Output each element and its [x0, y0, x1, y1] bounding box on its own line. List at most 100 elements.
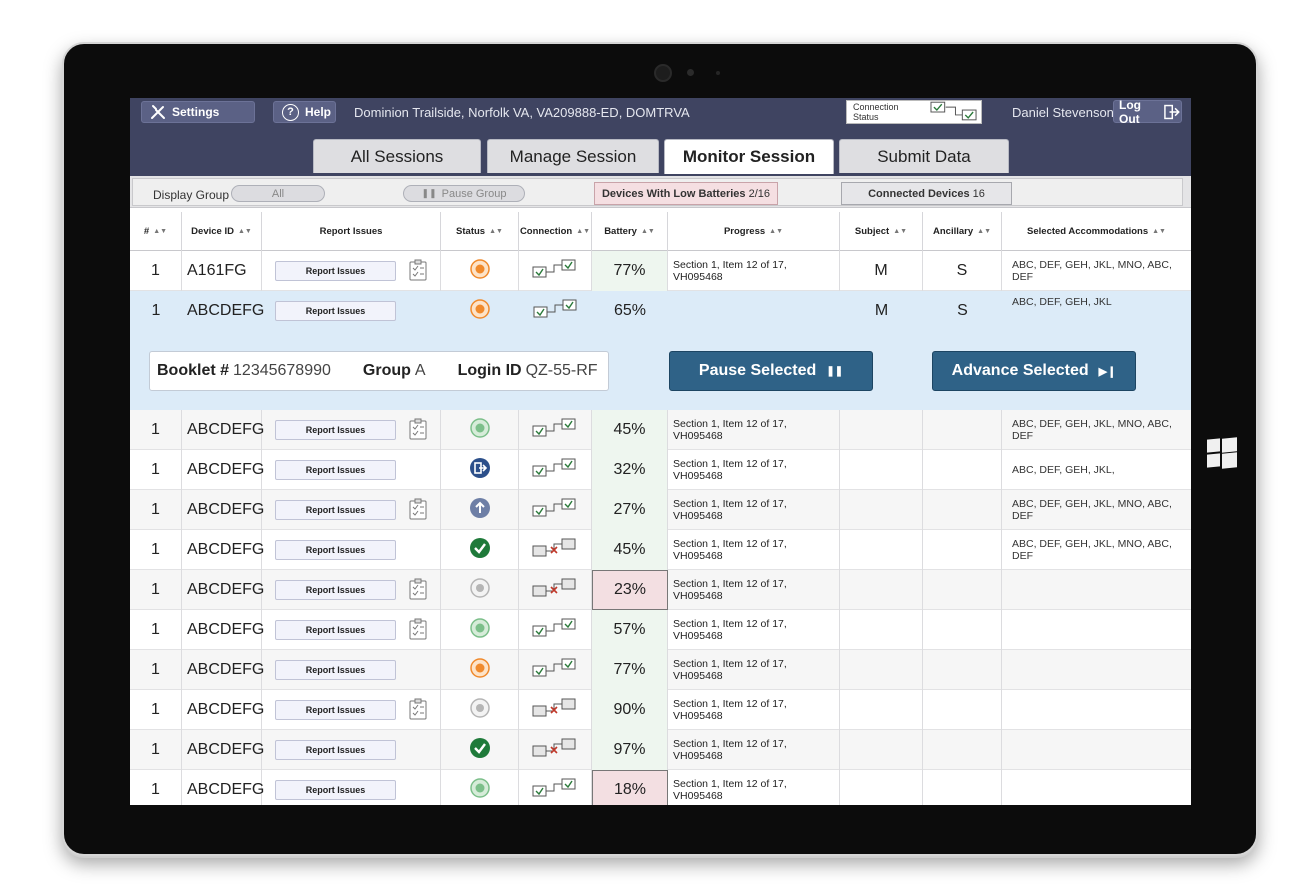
battery-level: 57% [592, 610, 668, 650]
help-button[interactable]: ? Help [273, 101, 336, 123]
connected-devices-count: 16 [972, 187, 985, 200]
report-issues-button[interactable]: Report Issues [275, 540, 396, 560]
col-progress[interactable]: Progress ▲▼ [668, 212, 840, 251]
table-row[interactable]: 1 ABCDEFG Report Issues 32% Section 1, Item … [130, 450, 1191, 490]
connection-cell [519, 730, 592, 770]
connection-bad-icon [532, 537, 578, 564]
status-orange-icon [469, 298, 491, 325]
device-id: ABCDEFG [182, 770, 264, 805]
advance-selected-label: Advance Selected [951, 362, 1089, 379]
advance-selected-button[interactable]: Advance Selected ▶❙ [932, 351, 1136, 391]
row-number: 1 [130, 690, 182, 730]
windows-icon[interactable] [1207, 437, 1237, 469]
clipboard-icon[interactable] [407, 698, 429, 720]
status-check-icon [469, 537, 491, 564]
col-number-label: # [143, 226, 150, 237]
tab-monitor-session[interactable]: Monitor Session [664, 139, 834, 174]
accommodations-text [1002, 770, 1191, 805]
clipboard-icon[interactable] [407, 618, 429, 640]
tools-icon [150, 104, 166, 120]
table-row[interactable]: 1 ABCDEFG Report Issues 97% Section 1, Item … [130, 730, 1191, 770]
status-exit-icon [469, 457, 491, 484]
tab-manage-session[interactable]: Manage Session [487, 139, 659, 173]
report-issues-button[interactable]: Report Issues [275, 261, 396, 281]
report-issues-button[interactable]: Report Issues [275, 580, 396, 600]
table-row[interactable]: 1 ABCDEFG Report Issues 45% Section 1, Item … [130, 530, 1191, 570]
table-row[interactable]: 1 ABCDEFG Report Issues 23% Section 1, Item … [130, 570, 1191, 610]
report-issues-button[interactable]: Report Issues [275, 700, 396, 720]
col-number[interactable]: # ▲▼ [130, 212, 182, 251]
ancillary-value [923, 650, 1002, 690]
row-number: 1 [130, 251, 182, 291]
table-row-selected[interactable]: 1 ABCDEFG Report Issues 65% M S ABC, DEF… [130, 291, 1191, 331]
table-row[interactable]: 1 ABCDEFG Report Issues 45% Section 1, Item … [130, 410, 1191, 450]
report-issues-button[interactable]: Report Issues [275, 660, 396, 680]
report-issues-button[interactable]: Report Issues [275, 460, 396, 480]
status-cell [441, 570, 519, 610]
progress-text [668, 291, 840, 331]
logout-button[interactable]: Log Out [1113, 98, 1182, 126]
clipboard-icon[interactable] [407, 259, 429, 281]
status-cell [441, 291, 519, 331]
connection-status-box[interactable]: Connection Status [846, 100, 982, 124]
clipboard-icon[interactable] [407, 578, 429, 600]
sort-icon: ▲▼ [977, 227, 991, 235]
connection-ok-icon [532, 258, 578, 285]
connection-ok-icon [532, 657, 578, 684]
table-row[interactable]: 1 A161FG Report Issues 77% Section 1, Item 1… [130, 251, 1191, 291]
report-issues-button[interactable]: Report Issues [275, 740, 396, 760]
col-ancillary[interactable]: Ancillary ▲▼ [923, 212, 1002, 251]
accommodations-text [1002, 650, 1191, 690]
col-status-label: Status [456, 226, 486, 237]
device-id: ABCDEFG [182, 530, 264, 570]
low-batteries-filter[interactable]: Devices With Low Batteries 2/16 [594, 182, 778, 205]
table-row[interactable]: 1 ABCDEFG Report Issues 27% Section 1, Item … [130, 490, 1191, 530]
accommodations-text: ABC, DEF, GEH, JKL [1012, 296, 1112, 308]
tab-all-sessions[interactable]: All Sessions [313, 139, 481, 173]
camera [654, 64, 672, 82]
display-group-all-toggle[interactable]: All [231, 185, 325, 202]
login-id-label: Login ID [457, 362, 522, 379]
accommodations-text: ABC, DEF, GEH, JKL, MNO, ABC, DEF [1012, 418, 1172, 442]
connected-devices-filter[interactable]: Connected Devices 16 [841, 182, 1012, 205]
col-battery[interactable]: Battery ▲▼ [592, 212, 668, 251]
report-cell: Report Issues [262, 570, 441, 610]
connection-cell [519, 690, 592, 730]
col-subject[interactable]: Subject ▲▼ [840, 212, 923, 251]
connection-status-label: Connection Status [853, 102, 899, 122]
report-issues-button[interactable]: Report Issues [275, 500, 396, 520]
accommodations-text [1002, 610, 1191, 650]
status-cell [441, 410, 519, 450]
table-row[interactable]: 1 ABCDEFG Report Issues 18% Section 1, Item … [130, 770, 1191, 805]
ancillary-value [923, 610, 1002, 650]
report-cell: Report Issues [262, 490, 441, 530]
device-id: ABCDEFG [182, 650, 264, 690]
report-cell: Report Issues [262, 650, 441, 690]
report-issues-button[interactable]: Report Issues [275, 301, 396, 321]
connection-bad-icon [532, 737, 578, 764]
col-status[interactable]: Status ▲▼ [441, 212, 519, 251]
clipboard-icon[interactable] [407, 498, 429, 520]
table-row[interactable]: 1 ABCDEFG Report Issues 90% Section 1, Item … [130, 690, 1191, 730]
ancillary-value: S [923, 251, 1002, 291]
report-issues-button[interactable]: Report Issues [275, 780, 396, 800]
sort-icon: ▲▼ [576, 227, 591, 235]
battery-level: 18% [592, 770, 668, 805]
report-issues-button[interactable]: Report Issues [275, 620, 396, 640]
ancillary-value [923, 690, 1002, 730]
table-row[interactable]: 1 ABCDEFG Report Issues 57% Section 1, Item … [130, 610, 1191, 650]
app-screen: Settings ? Help Dominion Trailside, Norf… [130, 98, 1191, 805]
clipboard-icon[interactable] [407, 418, 429, 440]
col-report-issues-label: Report Issues [319, 226, 383, 237]
sensor [716, 71, 720, 75]
table-row[interactable]: 1 ABCDEFG Report Issues 77% Section 1, Item … [130, 650, 1191, 690]
pause-selected-button[interactable]: Pause Selected ❚❚ [669, 351, 873, 391]
tab-submit-data[interactable]: Submit Data [839, 139, 1009, 173]
pause-group-button[interactable]: ❚❚ Pause Group [403, 185, 525, 202]
col-accommodations[interactable]: Selected Accommodations ▲▼ [1002, 212, 1191, 251]
col-device-id[interactable]: Device ID ▲▼ [182, 212, 262, 251]
report-issues-button[interactable]: Report Issues [275, 420, 396, 440]
col-connection[interactable]: Connection ▲▼ [519, 212, 592, 251]
settings-button[interactable]: Settings [141, 101, 255, 123]
connection-cell [519, 450, 592, 490]
